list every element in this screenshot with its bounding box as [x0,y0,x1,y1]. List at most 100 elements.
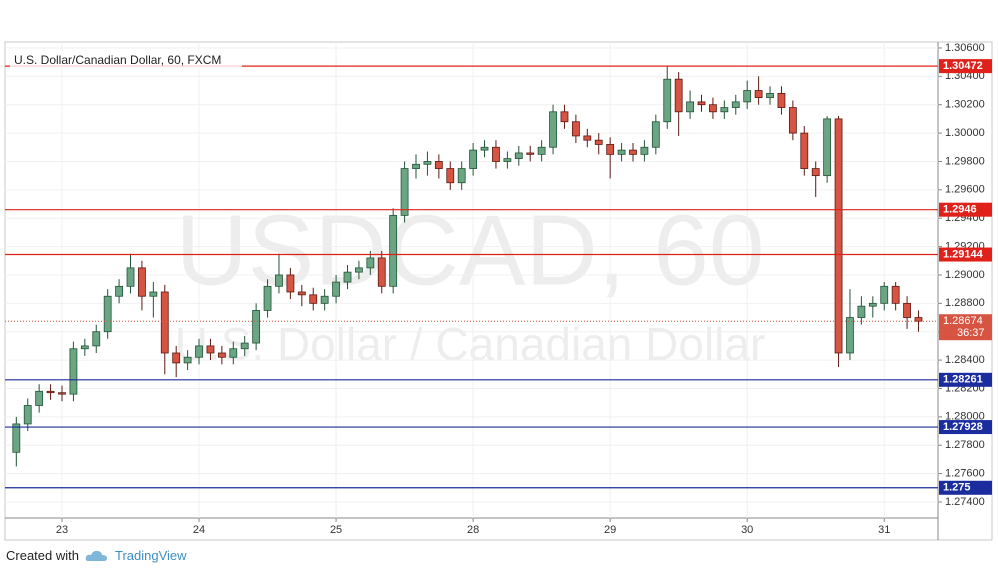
y-tick-label: 1.30200 [945,99,985,111]
candle-body [492,146,500,162]
y-tick-label: 1.28000 [945,411,985,423]
candle-body [766,92,774,99]
candle-body [80,345,89,350]
candle-body [914,317,923,322]
candle-body [846,317,854,354]
candle-body [857,305,866,318]
candle-body [731,101,740,108]
candle-body [297,291,306,296]
brand[interactable]: TradingView [114,548,187,563]
level-label-bg [939,480,992,495]
y-tick-label: 1.29000 [945,269,985,281]
candle-body [412,163,420,169]
candle-body [754,90,763,99]
candle-body [69,348,78,395]
level-label: 1.29144 [943,248,984,260]
candle-body [92,331,101,347]
x-tick-label: 30 [741,524,753,536]
y-tick-label: 1.28800 [945,297,985,309]
candle-body [206,345,215,354]
x-tick-label: 23 [56,524,68,536]
x-tick-label: 25 [330,524,342,536]
candle-body [138,267,146,297]
y-tick-label: 1.27800 [945,439,985,451]
candle-body [606,144,615,155]
footer: Created with TradingView [6,548,187,563]
candle-body [868,302,877,307]
chart: USDCAD, 60 U.S. Dollar / Canadian Dollar… [4,41,993,541]
candle-body [880,285,889,304]
candle-body [434,161,443,169]
candle-body [46,390,55,394]
candle-body [823,118,832,177]
candle-body [183,356,192,364]
candle-body [240,342,249,350]
y-tick-label: 1.27600 [945,467,985,479]
candle-body [594,139,603,145]
countdown: 36:37 [957,327,985,339]
x-tick-label: 28 [467,524,479,536]
candle-body [674,78,683,113]
level-label: 1.30472 [943,60,983,72]
candle-body [811,168,820,177]
candle-body [309,294,318,304]
candle-body [229,348,238,358]
candle-body [537,146,546,155]
candle-body [834,118,843,354]
candle-body [903,302,911,318]
candle-body [286,274,295,293]
x-tick-label: 31 [878,524,890,536]
candle-body [377,257,386,287]
candle-body [480,146,489,151]
candle-body [160,291,169,354]
last-price-label: 1.28674 [943,315,983,327]
candle-body [526,152,535,155]
level-label: 1.28261 [943,374,983,386]
candle-body [332,281,340,297]
candle-body [697,101,706,106]
watermark: USDCAD, 60 [175,194,764,306]
candle-body [788,107,797,134]
x-tick-label: 29 [604,524,616,536]
candle-body [252,310,261,344]
candle-body [617,149,626,155]
level-label-bg [939,59,992,74]
candle-body [263,285,272,311]
candle-body [457,168,466,184]
candle-body [275,274,283,287]
candle-body [800,132,809,169]
level-label: 1.275 [943,482,971,494]
candle-body [503,158,512,162]
candle-body [583,135,592,141]
candle-body [686,101,694,113]
candle-body [640,146,649,155]
candle-body [400,168,409,216]
y-tick-label: 1.28400 [945,354,985,366]
candle-body [320,295,329,304]
y-tick-label: 1.29600 [945,184,985,196]
y-tick-label: 1.27400 [945,496,985,508]
candle-body [469,149,478,169]
candle-body [172,352,181,364]
candle-body [777,92,786,108]
candle-body [423,161,432,165]
candle-body [891,285,900,304]
candle-body [103,295,112,333]
candle-body [389,214,398,287]
level-label: 1.2946 [943,204,977,216]
candle-body [560,111,569,123]
candle-body [720,107,729,113]
candle-body [549,111,557,148]
candle-body [709,104,717,113]
candle-body [651,121,660,148]
candle-body [571,121,580,137]
candle-body [663,78,672,123]
x-tick-label: 24 [193,524,205,536]
candle-body [514,152,523,160]
watermark-subtitle: U.S. Dollar / Canadian Dollar [175,318,766,370]
candle-body [35,390,44,406]
last-price-bg [939,314,992,341]
candle-body [23,405,32,425]
logo [85,550,107,561]
